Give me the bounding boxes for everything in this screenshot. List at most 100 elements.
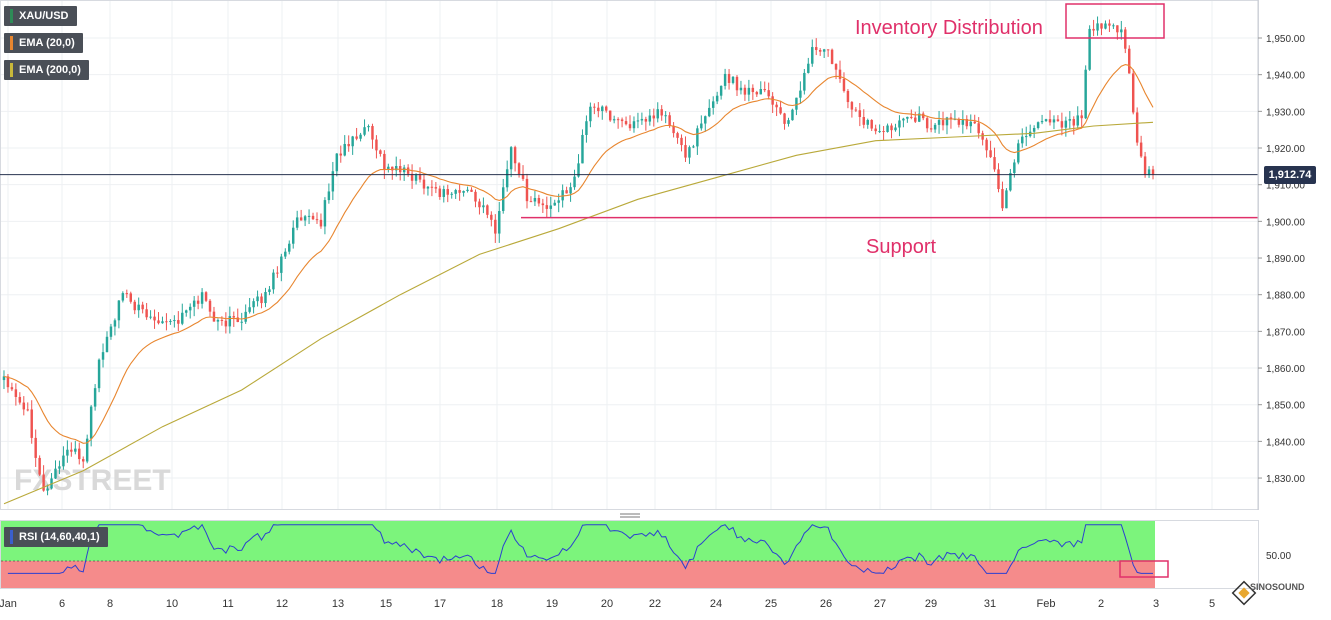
candle (632, 116, 636, 133)
candle (1056, 115, 1060, 122)
candle (977, 117, 980, 139)
candle (1124, 27, 1127, 54)
candle (498, 201, 501, 243)
y-tick-label: 1,910.00 (1266, 181, 1305, 192)
candle (878, 124, 881, 133)
legend-ema200[interactable]: EMA (200,0) (4, 60, 89, 80)
candle (22, 396, 26, 416)
candle (379, 149, 382, 157)
candle (101, 343, 105, 368)
candle (395, 156, 398, 177)
x-tick-label: 17 (434, 598, 446, 610)
candle (929, 119, 933, 133)
candle (85, 434, 89, 464)
legend-swatch-xauusd (10, 9, 13, 23)
x-tick-label: 25 (765, 598, 777, 610)
candle (288, 240, 291, 255)
candle (26, 402, 29, 412)
candle (874, 124, 877, 135)
candle (1009, 168, 1012, 192)
candle (704, 115, 707, 132)
candle (818, 48, 822, 56)
rsi-tick-label: 50.00 (1266, 551, 1291, 562)
candle (993, 147, 996, 172)
candle (854, 107, 858, 113)
candle (969, 114, 972, 134)
candle (961, 110, 965, 134)
legend-swatch-rsi (10, 530, 13, 544)
candle (565, 186, 568, 194)
candle (280, 253, 283, 282)
candle (149, 310, 152, 320)
candle (743, 84, 747, 101)
candle (767, 82, 770, 100)
candle (949, 113, 953, 129)
candle (260, 293, 263, 309)
x-tick-label: 13 (332, 598, 344, 610)
y-tick-label: 1,900.00 (1266, 217, 1305, 228)
y-tick-label: 1,830.00 (1266, 474, 1305, 485)
legend-ema20[interactable]: EMA (20,0) (4, 33, 83, 53)
candle (466, 186, 469, 193)
candle (612, 115, 616, 124)
candle (660, 105, 663, 121)
candle (973, 114, 976, 124)
candle (803, 69, 806, 95)
x-tick-label: 5 (1209, 598, 1215, 610)
y-tick-label: 1,860.00 (1266, 364, 1305, 375)
candle (890, 123, 893, 139)
candle (402, 164, 406, 181)
candle (755, 90, 759, 97)
x-tick-label: 27 (874, 598, 886, 610)
candle (1151, 165, 1155, 180)
legend-rsi[interactable]: RSI (14,60,40,1) (4, 527, 108, 547)
candle (177, 311, 180, 332)
candle (264, 287, 267, 308)
candle (937, 110, 941, 134)
candle (268, 286, 271, 296)
candle (212, 306, 216, 322)
candle (1025, 126, 1028, 147)
candle (513, 145, 517, 172)
candle (549, 196, 552, 218)
candle (1143, 151, 1147, 178)
candle (375, 135, 378, 159)
candle (826, 49, 830, 57)
candle (109, 323, 113, 340)
candle (898, 115, 901, 137)
candle (723, 68, 727, 90)
candle (886, 123, 889, 133)
candle (157, 312, 160, 325)
candle (323, 197, 327, 235)
candle (38, 455, 41, 476)
candle (181, 303, 184, 326)
x-axis: Jan 6 8 10 11 12 13 15 17 18 19 20 22 24 25 26 27 29 31 Feb… (0, 598, 1215, 610)
candle (941, 111, 945, 131)
ema20-line (3, 64, 1154, 444)
candle (339, 145, 342, 163)
candle (454, 188, 457, 199)
candle (486, 204, 489, 219)
candle (14, 383, 18, 406)
candle (315, 212, 319, 224)
y-tick-label: 1,890.00 (1266, 254, 1305, 265)
candle (105, 331, 109, 353)
candle (291, 220, 295, 249)
current-price-tag: 1,912.74 (1264, 166, 1316, 184)
candle (719, 85, 723, 100)
candle (906, 116, 909, 123)
candle (272, 269, 275, 294)
candle (81, 456, 85, 469)
brand-logo (1231, 580, 1257, 606)
legend-xauusd[interactable]: XAU/USD (4, 6, 77, 26)
x-tick-label: Feb (1037, 598, 1056, 610)
candle (1072, 116, 1076, 135)
x-tick-label: 31 (984, 598, 996, 610)
candle (505, 160, 509, 192)
candle (644, 116, 648, 131)
candle (807, 57, 810, 74)
candle (129, 291, 132, 304)
x-tick-label: 26 (820, 598, 832, 610)
panel-resize-handle[interactable] (620, 513, 640, 518)
candle (438, 185, 442, 200)
